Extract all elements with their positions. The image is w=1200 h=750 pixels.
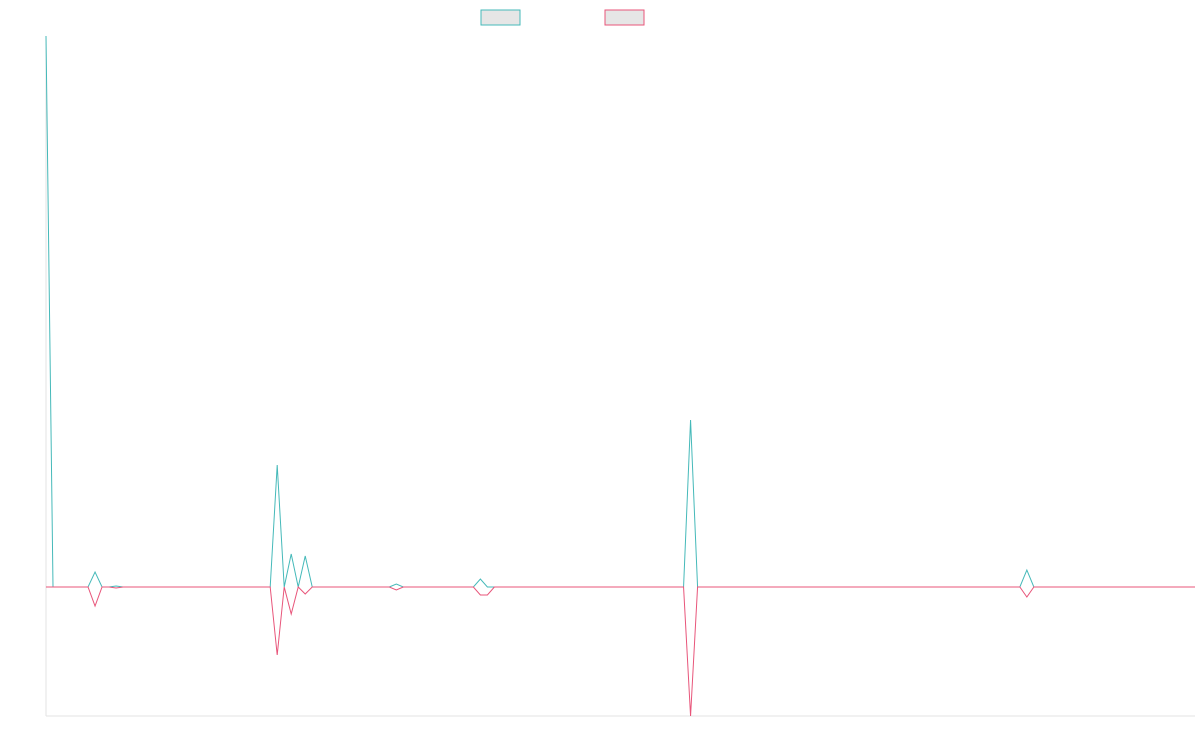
series-line xyxy=(46,586,1195,717)
series-line xyxy=(45,35,1195,588)
legend-swatch[interactable] xyxy=(604,9,645,26)
legend-swatch[interactable] xyxy=(480,9,521,26)
